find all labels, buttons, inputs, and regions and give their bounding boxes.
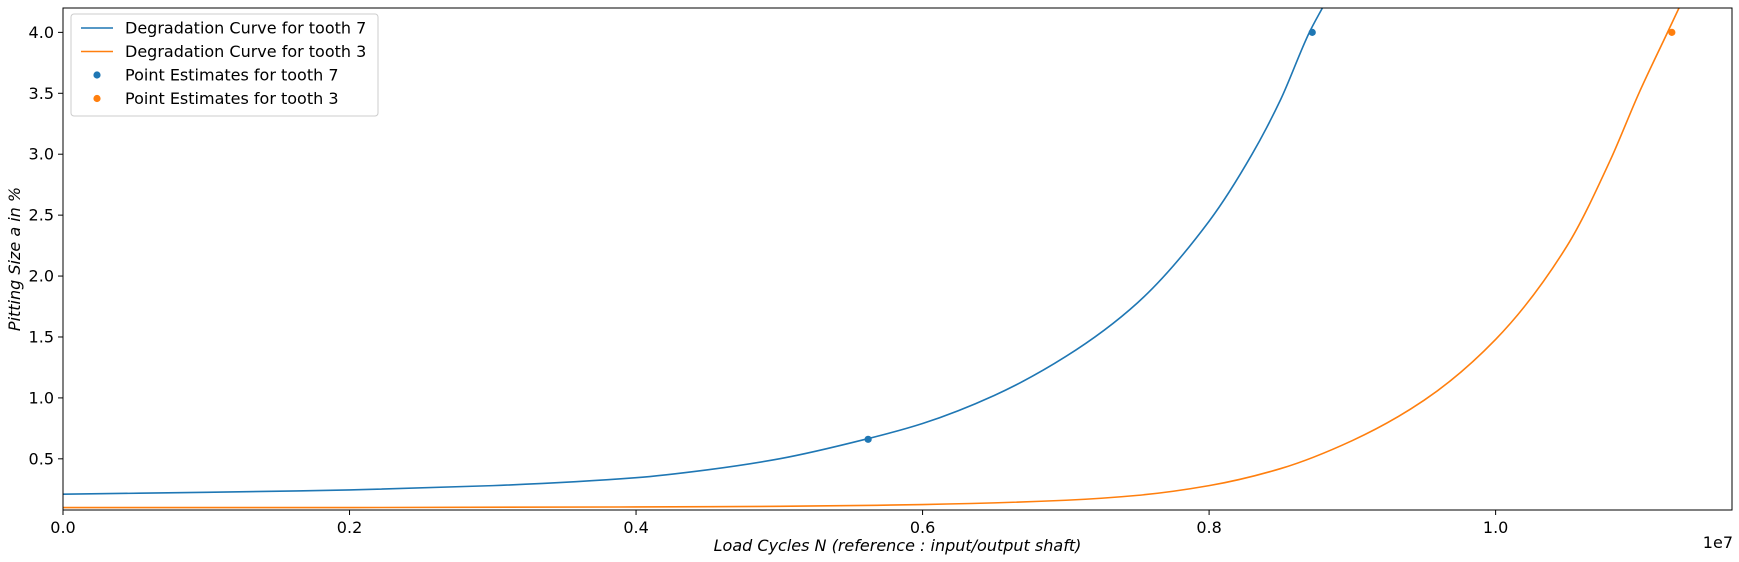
y-tick-label: 2.5 (29, 206, 54, 225)
y-tick-label: 3.5 (29, 84, 54, 103)
y-tick-label: 3.0 (29, 145, 54, 164)
plot-frame (62, 7, 1733, 511)
x-tick-label: 0.6 (910, 518, 935, 537)
legend: Degradation Curve for tooth 7 Degradation… (70, 13, 379, 117)
series-line-1 (63, 8, 1680, 509)
legend-box (70, 13, 379, 117)
y-tick-label: 2.0 (29, 267, 54, 286)
legend-swatch-3 (93, 94, 101, 103)
x-tick-label: 1.0 (1483, 518, 1508, 537)
x-axis-scale-note: 1e7 (1703, 533, 1733, 552)
plot-content (63, 8, 1680, 509)
x-axis-label: Load Cycles N (reference : input/output … (714, 536, 1082, 555)
series-2-point-0 (864, 435, 872, 443)
legend-entry-3: Point Estimates for tooth 3 (125, 89, 339, 108)
legend-entry-2: Point Estimates for tooth 7 (125, 66, 339, 85)
y-tick-label: 1.5 (29, 327, 54, 346)
y-tick-label: 0.5 (29, 449, 54, 468)
x-tick-label: 0.0 (50, 518, 75, 537)
legend-entry-0: Degradation Curve for tooth 7 (125, 19, 366, 38)
y-tick-label: 1.0 (29, 388, 54, 407)
series-3-point-0 (1668, 28, 1676, 36)
y-axis-label: Pitting Size a in % (5, 187, 24, 331)
legend-swatch-2 (93, 71, 101, 79)
x-tick-label: 0.2 (337, 518, 362, 537)
series-2-point-1 (1308, 28, 1316, 36)
series-line-0 (63, 8, 1324, 495)
x-tick-label: 0.4 (623, 518, 648, 537)
legend-entry-1: Degradation Curve for tooth 3 (125, 42, 366, 61)
y-axis-ticks: 0.5 1.0 1.5 2.0 2.5 3.0 3.5 4.0 (29, 23, 63, 468)
y-tick-label: 4.0 (29, 23, 54, 42)
x-tick-label: 0.8 (1196, 518, 1221, 537)
x-axis-ticks: 0.0 0.2 0.4 0.6 0.8 1.0 (50, 510, 1508, 537)
